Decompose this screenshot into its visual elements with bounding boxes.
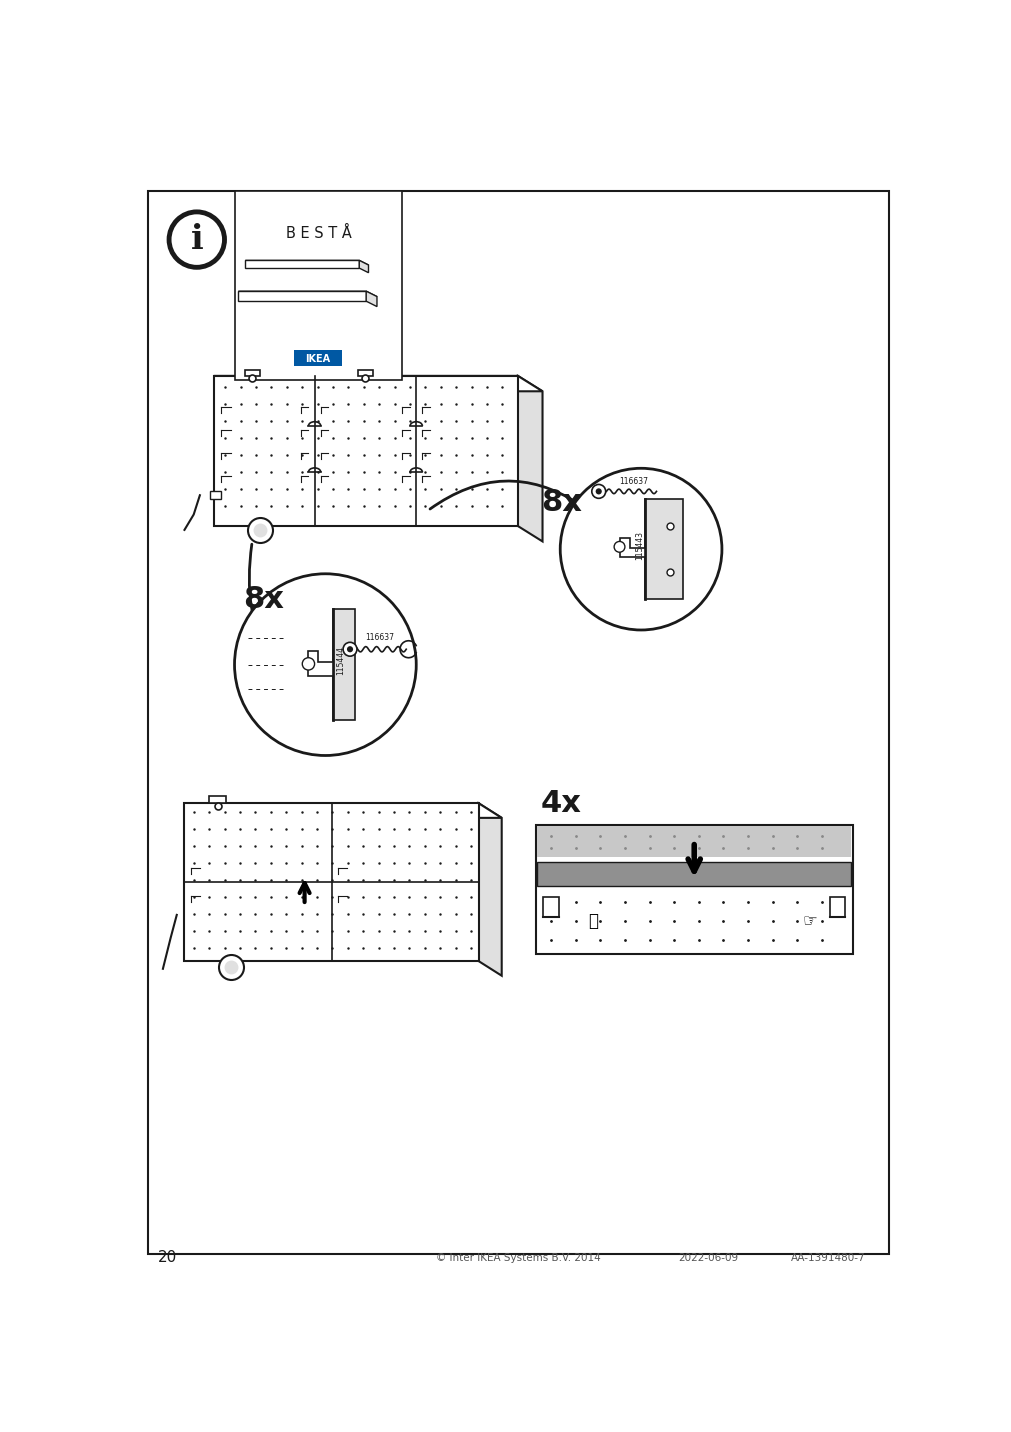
Bar xyxy=(644,500,682,599)
Bar xyxy=(537,826,850,858)
Circle shape xyxy=(169,212,224,268)
Circle shape xyxy=(560,468,721,630)
Polygon shape xyxy=(518,375,542,541)
Bar xyxy=(293,351,342,367)
Bar xyxy=(357,369,373,375)
Text: ☞: ☞ xyxy=(803,912,817,929)
Bar xyxy=(184,803,478,961)
Text: i: i xyxy=(190,223,203,256)
Bar xyxy=(209,491,221,500)
Text: 2022-06-09: 2022-06-09 xyxy=(677,1253,737,1263)
Circle shape xyxy=(302,657,314,670)
Circle shape xyxy=(347,646,353,653)
Bar xyxy=(245,369,260,375)
Text: 116637: 116637 xyxy=(364,633,393,642)
Polygon shape xyxy=(184,803,501,818)
Bar xyxy=(543,898,558,918)
Polygon shape xyxy=(239,291,366,301)
Polygon shape xyxy=(245,261,368,265)
Text: 115444: 115444 xyxy=(336,646,345,676)
Bar xyxy=(213,375,518,526)
Polygon shape xyxy=(359,261,368,272)
Circle shape xyxy=(343,643,357,656)
Polygon shape xyxy=(245,261,359,268)
Circle shape xyxy=(614,541,624,553)
Bar xyxy=(535,825,852,954)
Bar xyxy=(537,862,850,886)
Bar xyxy=(829,898,844,918)
Circle shape xyxy=(591,484,605,498)
Polygon shape xyxy=(619,537,644,557)
Text: ✋: ✋ xyxy=(587,912,598,929)
Text: 8x: 8x xyxy=(541,488,581,517)
Text: © Inter IKEA Systems B.V. 2014: © Inter IKEA Systems B.V. 2014 xyxy=(436,1253,601,1263)
Polygon shape xyxy=(239,291,376,296)
Text: AA-1391480-7: AA-1391480-7 xyxy=(790,1253,864,1263)
Text: 20: 20 xyxy=(158,1250,177,1264)
Text: 8x: 8x xyxy=(243,584,283,614)
Polygon shape xyxy=(366,291,376,306)
Bar xyxy=(235,190,402,379)
Polygon shape xyxy=(478,803,501,975)
Bar xyxy=(333,609,354,720)
Polygon shape xyxy=(213,375,542,391)
Text: 116637: 116637 xyxy=(619,477,647,485)
Circle shape xyxy=(595,488,602,494)
Text: IKEA: IKEA xyxy=(304,354,330,364)
Polygon shape xyxy=(308,650,333,676)
Text: 4x: 4x xyxy=(541,789,581,818)
Bar xyxy=(209,796,225,803)
Text: 115443: 115443 xyxy=(635,531,643,560)
Text: B E S T Å: B E S T Å xyxy=(285,226,351,241)
Circle shape xyxy=(235,574,416,756)
